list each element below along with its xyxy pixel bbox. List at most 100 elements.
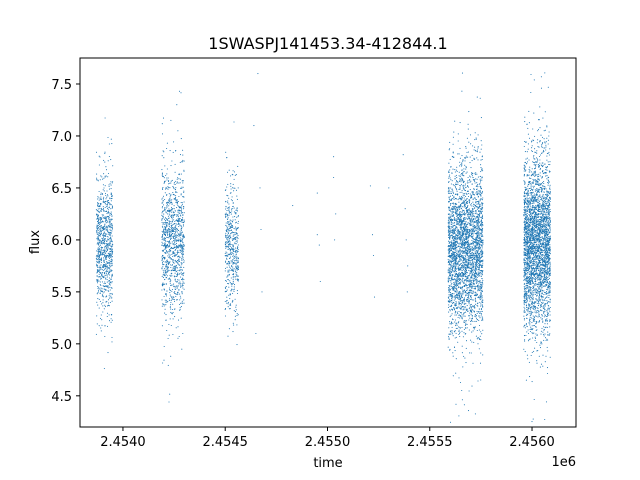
data-point (234, 269, 236, 271)
data-point (180, 251, 182, 253)
data-point (236, 312, 238, 315)
data-point (178, 264, 180, 266)
data-point (108, 232, 110, 234)
data-point (111, 270, 113, 272)
data-point (111, 182, 113, 184)
data-point (99, 269, 101, 271)
data-point (170, 220, 172, 223)
data-point (461, 90, 463, 92)
data-point (478, 232, 480, 234)
data-point (164, 237, 167, 240)
data-point (104, 281, 106, 283)
data-point (460, 275, 462, 277)
data-point (232, 183, 234, 185)
data-point (463, 250, 465, 252)
data-point (455, 183, 457, 186)
data-point (473, 232, 475, 234)
data-point (108, 184, 110, 186)
data-point (462, 160, 464, 162)
data-point (224, 279, 227, 282)
data-point (106, 266, 108, 268)
data-point (234, 319, 236, 321)
data-point (233, 286, 235, 288)
data-point (166, 223, 168, 225)
data-point (462, 290, 464, 292)
data-point (449, 213, 451, 215)
data-point (460, 259, 462, 261)
data-point (104, 216, 106, 218)
data-point (232, 255, 234, 257)
data-point (479, 232, 481, 234)
data-point (107, 136, 109, 139)
data-point (163, 181, 166, 183)
data-point (163, 271, 165, 273)
data-point (465, 260, 467, 262)
data-point (449, 279, 451, 282)
data-point (173, 194, 175, 196)
data-point (459, 381, 462, 384)
data-point (174, 243, 176, 245)
data-point (101, 237, 103, 239)
data-point (474, 297, 476, 299)
data-point (451, 227, 453, 229)
data-point (449, 270, 451, 272)
data-point (173, 268, 175, 270)
data-point (110, 218, 112, 220)
data-point (102, 299, 104, 301)
data-point (110, 229, 112, 232)
data-point (173, 269, 175, 271)
data-point (474, 146, 476, 148)
data-point (451, 211, 453, 213)
data-point (176, 182, 178, 184)
data-point (231, 225, 233, 227)
data-point (167, 252, 169, 254)
data-point (235, 247, 237, 249)
data-point (96, 261, 98, 263)
data-point (476, 264, 478, 266)
data-point (450, 207, 452, 209)
data-point (231, 173, 233, 175)
data-point (450, 203, 452, 205)
data-point (161, 325, 163, 327)
data-point (104, 151, 106, 153)
data-point (480, 297, 482, 299)
data-point (179, 245, 181, 247)
data-point (461, 399, 463, 401)
data-point (98, 261, 100, 264)
data-point (453, 246, 455, 248)
data-point (459, 204, 462, 206)
data-point (469, 245, 471, 247)
data-point (107, 255, 109, 257)
data-point (232, 263, 234, 265)
data-point (180, 317, 182, 319)
data-point (97, 238, 99, 240)
data-point (475, 314, 478, 316)
data-point (469, 162, 471, 164)
data-point (482, 224, 484, 226)
data-point (452, 322, 454, 324)
data-point (462, 269, 464, 271)
data-point (481, 169, 483, 171)
data-point (237, 237, 239, 239)
data-point (104, 266, 107, 268)
data-point (176, 203, 178, 205)
data-point (474, 326, 477, 328)
data-point (468, 208, 470, 210)
data-point (233, 238, 235, 240)
data-point (477, 190, 479, 192)
data-point (182, 277, 184, 279)
data-point (464, 158, 466, 160)
data-point (450, 199, 452, 202)
data-point (459, 260, 461, 262)
data-point (109, 238, 111, 240)
data-point (110, 270, 112, 272)
data-point (471, 232, 473, 234)
data-point (170, 195, 172, 197)
data-point (224, 287, 227, 290)
data-point (229, 245, 231, 247)
data-point (177, 256, 179, 258)
data-point (97, 304, 99, 306)
data-point (171, 199, 173, 201)
data-point (462, 281, 464, 283)
data-point (109, 279, 111, 282)
